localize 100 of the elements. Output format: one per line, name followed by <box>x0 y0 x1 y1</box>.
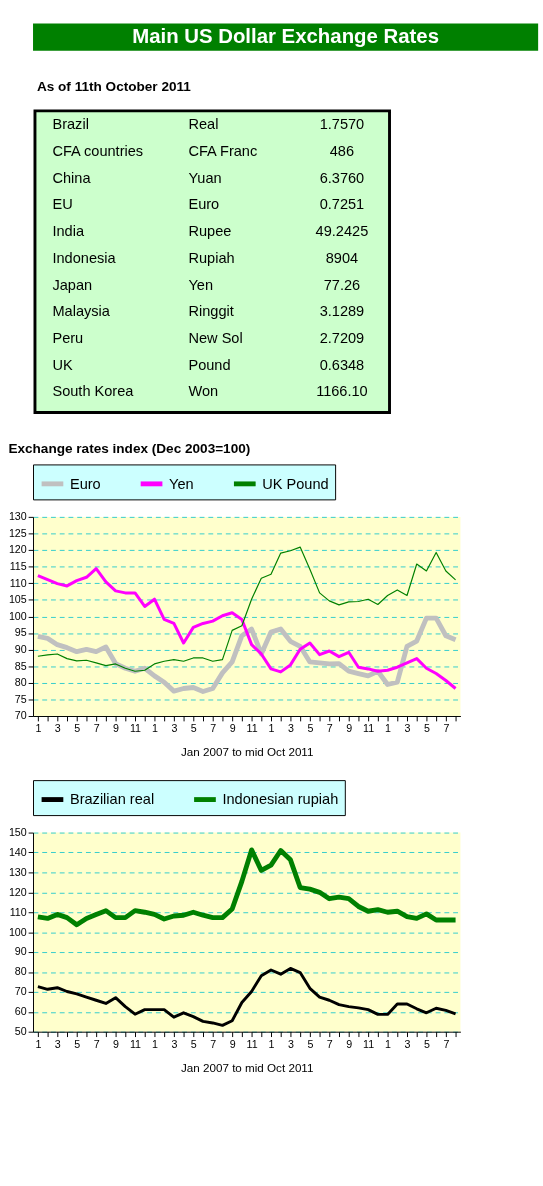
text: Yen <box>188 276 214 293</box>
legend-label: UK Pound <box>262 475 329 492</box>
x-tick-label: 7 <box>326 1037 333 1050</box>
x-tick-label: 3 <box>404 722 411 735</box>
y-tick-label: 85 <box>14 659 27 672</box>
y-tick-label: 105 <box>8 593 27 606</box>
x-tick-label: 1 <box>151 1037 158 1050</box>
x-tick-label: 5 <box>307 1037 314 1050</box>
chart-title: Exchange rates index (Dec 2003=100) <box>8 441 251 457</box>
y-tick-label: 125 <box>8 526 27 539</box>
y-tick-label: 140 <box>8 845 27 858</box>
text: Yuan <box>188 169 222 186</box>
text: 6.3760 <box>319 169 365 186</box>
x-tick-label: 11 <box>129 722 142 735</box>
x-tick-label: 1 <box>35 1037 42 1050</box>
text: 1.7570 <box>319 116 365 133</box>
text: Indonesia <box>52 249 117 266</box>
x-tick-label: 1 <box>268 1037 275 1050</box>
text: Japan <box>52 276 93 293</box>
y-tick-label: 130 <box>8 510 27 523</box>
y-tick-label: 80 <box>14 965 27 978</box>
text: Pound <box>188 356 231 373</box>
legend-label: Yen <box>169 475 194 492</box>
text: 49.2425 <box>315 223 369 240</box>
x-tick-label: 11 <box>246 1037 258 1050</box>
x-tick-label: 7 <box>93 722 100 735</box>
x-tick-label: 11 <box>246 722 258 735</box>
text: Rupiah <box>188 249 235 266</box>
x-tick-label: 9 <box>229 1037 236 1050</box>
x-tick-label: 11 <box>363 722 375 735</box>
y-tick-label: 130 <box>8 865 27 878</box>
text: New Sol <box>188 330 243 347</box>
legend-label: Euro <box>69 475 101 492</box>
x-tick-label: 3 <box>171 1037 178 1050</box>
line-series <box>35 847 459 928</box>
x-axis-title: Jan 2007 to mid Oct 2011 <box>180 745 314 759</box>
x-tick-label: 9 <box>229 722 236 735</box>
y-tick-label: 110 <box>9 905 27 918</box>
y-tick-label: 110 <box>9 576 27 589</box>
x-tick-label: 1 <box>35 722 42 735</box>
x-tick-label: 5 <box>74 1037 81 1050</box>
x-tick-label: 9 <box>346 1037 353 1050</box>
legend-label: Indonesian rupiah <box>222 791 339 808</box>
y-tick-label: 120 <box>8 543 27 556</box>
line-series <box>36 966 458 1027</box>
line-series <box>36 567 458 690</box>
y-tick-label: 120 <box>8 885 27 898</box>
text: Malaysia <box>52 303 111 320</box>
text: China <box>52 169 92 186</box>
x-tick-label: 11 <box>363 1037 375 1050</box>
x-tick-label: 3 <box>171 722 178 735</box>
text: 486 <box>329 143 355 160</box>
x-tick-label: 9 <box>113 1037 120 1050</box>
x-tick-label: 1 <box>385 1037 392 1050</box>
y-tick-label: 70 <box>14 985 27 998</box>
y-tick-label: 115 <box>9 560 27 573</box>
line-series <box>35 615 459 694</box>
y-tick-label: 150 <box>8 825 27 838</box>
text: 8904 <box>325 249 359 266</box>
text: 3.1289 <box>319 303 365 320</box>
x-tick-label: 7 <box>443 722 450 735</box>
x-tick-label: 1 <box>151 722 158 735</box>
text: Peru <box>52 330 84 347</box>
text: India <box>52 223 85 240</box>
y-tick-label: 80 <box>14 676 27 689</box>
x-tick-label: 5 <box>307 722 314 735</box>
x-tick-label: 9 <box>346 722 353 735</box>
y-tick-label: 50 <box>14 1025 27 1038</box>
x-tick-label: 7 <box>210 1037 217 1050</box>
y-tick-label: 90 <box>14 945 27 958</box>
x-tick-label: 5 <box>74 722 81 735</box>
y-tick-label: 75 <box>14 692 27 705</box>
text: 1166.10 <box>316 383 368 400</box>
text: Won <box>188 383 219 400</box>
x-tick-label: 1 <box>385 722 392 735</box>
line-series <box>37 546 457 672</box>
text: 2.7209 <box>319 330 365 347</box>
y-tick-label: 100 <box>8 609 27 622</box>
text: Euro <box>188 196 220 213</box>
text: Brazil <box>52 116 89 133</box>
x-tick-label: 9 <box>113 722 120 735</box>
x-tick-label: 5 <box>423 1037 430 1050</box>
text: South Korea <box>52 383 135 400</box>
y-tick-label: 60 <box>14 1005 27 1018</box>
x-tick-label: 3 <box>54 722 61 735</box>
text: 0.6348 <box>319 356 365 373</box>
x-tick-label: 7 <box>93 1037 100 1050</box>
x-tick-label: 7 <box>443 1037 450 1050</box>
x-tick-label: 5 <box>190 722 197 735</box>
x-axis-title: Jan 2007 to mid Oct 2011 <box>180 1061 314 1075</box>
y-tick-label: 90 <box>14 643 27 656</box>
text: 0.7251 <box>319 196 365 213</box>
x-tick-label: 11 <box>129 1037 142 1050</box>
text: As of 11th October 2011 <box>36 79 192 95</box>
x-tick-label: 7 <box>210 722 217 735</box>
text: EU <box>52 196 73 213</box>
x-tick-label: 3 <box>287 722 294 735</box>
y-tick-label: 70 <box>14 709 27 722</box>
x-tick-label: 5 <box>190 1037 197 1050</box>
y-tick-label: 100 <box>8 925 27 938</box>
